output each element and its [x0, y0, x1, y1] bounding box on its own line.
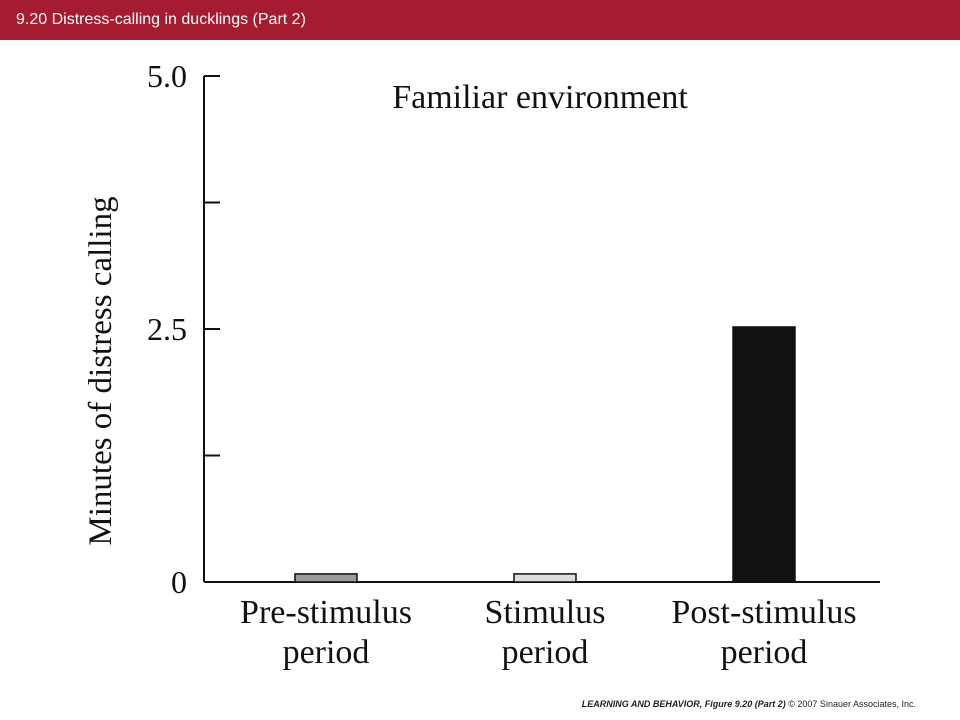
- footer-credit: LEARNING AND BEHAVIOR, Figure 9.20 (Part…: [582, 698, 916, 710]
- bar-chart: 02.55.0 Pre-stimulusperiodStimulusperiod…: [83, 58, 880, 671]
- copyright-text: © 2007 Sinauer Associates, Inc.: [788, 699, 916, 709]
- x-category-label: period: [502, 634, 589, 671]
- slide-title: 9.20 Distress-calling in ducklings (Part…: [16, 11, 306, 28]
- bar: [294, 573, 358, 583]
- y-tick-label: 2.5: [147, 311, 187, 347]
- y-tick-label: 5.0: [147, 58, 187, 94]
- figure-reference: LEARNING AND BEHAVIOR, Figure 9.20 (Part…: [581, 699, 786, 709]
- x-category-label: Stimulus: [485, 594, 606, 631]
- bars: [294, 326, 796, 583]
- x-category-label: period: [721, 634, 808, 671]
- y-axis: 0 2.5 5.0: [147, 58, 220, 600]
- chart-title: Familiar environment: [392, 79, 688, 116]
- x-category-label: period: [283, 634, 370, 671]
- bar: [513, 573, 577, 583]
- x-category-label: Post-stimulus: [671, 594, 856, 631]
- header-bar: 9.20 Distress-calling in ducklings (Part…: [0, 0, 960, 40]
- bar: [732, 326, 796, 583]
- category-labels: Pre-stimulusperiodStimulusperiodPost-sti…: [240, 594, 857, 671]
- y-axis-label: Minutes of distress calling: [83, 196, 119, 545]
- y-tick-label: 0: [171, 564, 187, 600]
- x-category-label: Pre-stimulus: [240, 594, 412, 631]
